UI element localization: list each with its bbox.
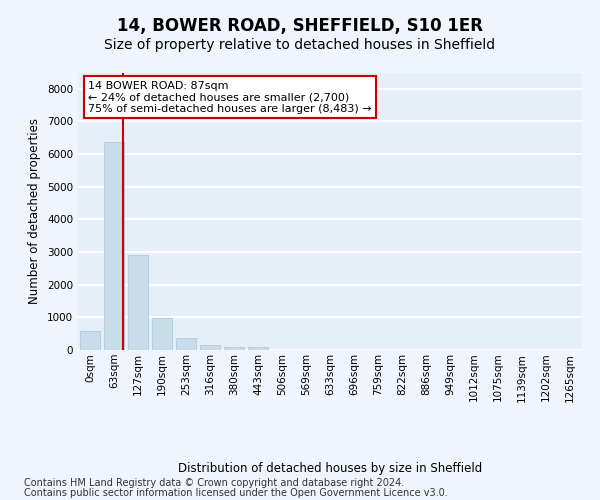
Text: Distribution of detached houses by size in Sheffield: Distribution of detached houses by size … [178,462,482,475]
Bar [176,338,196,350]
Text: 14 BOWER ROAD: 87sqm
← 24% of detached houses are smaller (2,700)
75% of semi-de: 14 BOWER ROAD: 87sqm ← 24% of detached h… [88,81,372,114]
Text: 14, BOWER ROAD, SHEFFIELD, S10 1ER: 14, BOWER ROAD, SHEFFIELD, S10 1ER [117,18,483,36]
Bar [248,348,268,350]
Bar [128,254,148,350]
Text: Contains HM Land Registry data © Crown copyright and database right 2024.: Contains HM Land Registry data © Crown c… [24,478,404,488]
Bar [152,318,172,350]
Bar [200,345,220,350]
Bar [104,142,124,350]
Y-axis label: Number of detached properties: Number of detached properties [28,118,41,304]
Text: Size of property relative to detached houses in Sheffield: Size of property relative to detached ho… [104,38,496,52]
Text: Contains public sector information licensed under the Open Government Licence v3: Contains public sector information licen… [24,488,448,498]
Bar [80,331,100,350]
Bar [224,346,244,350]
